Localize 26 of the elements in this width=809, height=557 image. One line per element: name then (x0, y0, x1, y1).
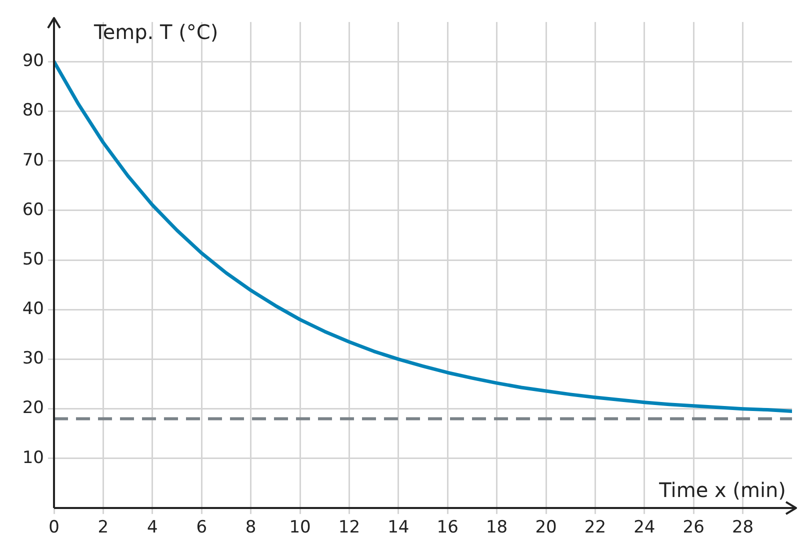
x-tick-label: 18 (486, 518, 508, 538)
x-tick-label: 10 (289, 518, 311, 538)
x-axis-title: Time x (min) (658, 478, 786, 502)
y-tick-label: 30 (22, 348, 44, 369)
y-tick-label: 10 (22, 448, 44, 468)
y-tick-label: 90 (22, 51, 44, 72)
x-tick-label: 20 (535, 518, 557, 538)
y-tick-label: 80 (22, 100, 44, 121)
x-tick-label: 26 (682, 518, 704, 538)
x-tick-label: 16 (436, 518, 458, 538)
y-tick-label: 40 (22, 299, 44, 320)
x-tick-label: 8 (245, 518, 256, 538)
y-axis-title: Temp. T (°C) (93, 20, 218, 44)
y-tick-label: 60 (22, 200, 44, 220)
x-tick-label: 14 (388, 518, 410, 538)
x-tick-label: 6 (196, 518, 208, 538)
x-tick-label: 28 (732, 518, 754, 538)
x-tick-label: 4 (146, 518, 158, 538)
y-tick-label: 20 (22, 398, 44, 418)
x-tick-label: 12 (338, 518, 360, 538)
y-tick-label: 70 (22, 150, 44, 170)
x-tick-label: 0 (48, 518, 60, 538)
x-tick-label: 22 (584, 518, 606, 538)
x-tick-label: 2 (98, 518, 109, 538)
x-tick-label: 24 (634, 518, 656, 538)
y-tick-label: 50 (22, 249, 44, 270)
